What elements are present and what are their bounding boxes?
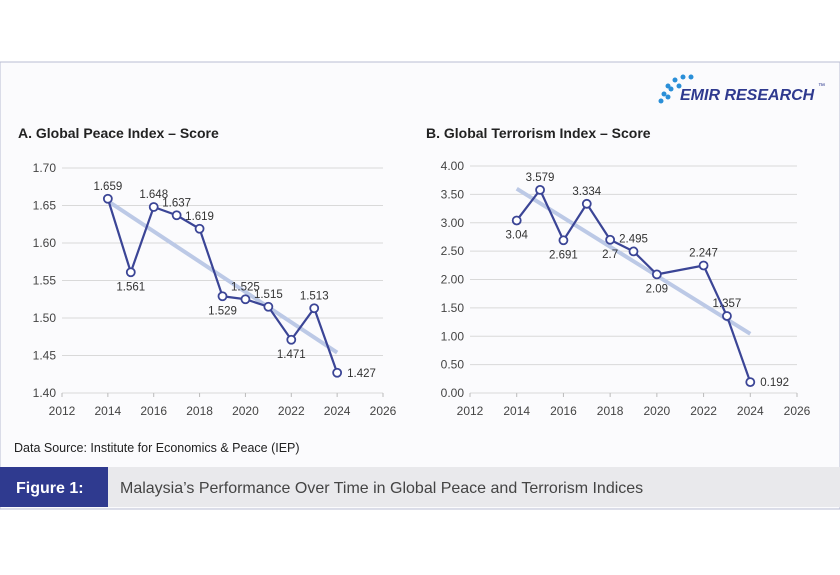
marker — [263, 301, 274, 312]
y-tick-label: 1.50 — [33, 311, 57, 325]
y-tick-label: 1.60 — [33, 236, 57, 250]
x-tick-label: 2014 — [503, 404, 530, 418]
y-tick-label: 4.00 — [441, 159, 465, 173]
data-label: 1.357 — [713, 298, 742, 310]
y-tick-label: 0.00 — [441, 386, 465, 400]
data-label: 1.515 — [254, 289, 283, 301]
data-label: 2.691 — [549, 249, 578, 261]
logo-mark: ™ — [818, 83, 825, 90]
marker — [651, 269, 662, 280]
x-tick-label: 2026 — [370, 404, 397, 418]
y-tick-label: 3.50 — [441, 187, 465, 201]
data-label: 3.579 — [526, 172, 555, 184]
marker — [558, 235, 569, 246]
data-label: 1.513 — [300, 290, 329, 302]
data-label: 1.561 — [116, 281, 145, 293]
x-tick-label: 2014 — [95, 404, 122, 418]
data-label: 2.247 — [689, 247, 718, 259]
marker — [309, 303, 320, 314]
data-label: 3.04 — [506, 229, 529, 241]
x-tick-label: 2020 — [232, 404, 259, 418]
y-tick-label: 1.40 — [33, 386, 57, 400]
y-tick-label: 2.50 — [441, 244, 465, 258]
x-tick-label: 2016 — [550, 404, 577, 418]
marker — [535, 184, 545, 195]
logo: EMIR RESEARCH — [680, 87, 815, 104]
marker — [240, 294, 251, 305]
x-tick-label: 2024 — [324, 404, 351, 418]
y-tick-label: 2.00 — [441, 273, 465, 287]
x-tick-label: 2018 — [597, 404, 624, 418]
marker — [194, 223, 205, 234]
data-label: 1.659 — [93, 181, 122, 193]
data-label: 1.471 — [277, 349, 306, 361]
x-tick-label: 2016 — [140, 404, 167, 418]
marker — [605, 234, 616, 245]
logo-icon — [658, 74, 694, 104]
marker — [581, 198, 592, 209]
x-tick-label: 2018 — [186, 404, 213, 418]
marker — [511, 215, 522, 226]
marker — [171, 210, 182, 221]
x-tick-label: 2020 — [644, 404, 671, 418]
caption: Malaysia’s Performance Over Time in Glob… — [120, 480, 643, 497]
data-label: 1.427 — [347, 368, 376, 380]
data-label: 2.09 — [646, 283, 668, 295]
x-tick-label: 2024 — [737, 404, 764, 418]
trendline — [515, 187, 752, 336]
data-label: 2.7 — [602, 249, 618, 261]
data-label: 1.529 — [208, 305, 237, 317]
y-tick-label: 1.70 — [33, 161, 57, 175]
x-tick-label: 2022 — [690, 404, 717, 418]
figure-label-box — [0, 467, 108, 507]
marker — [102, 193, 113, 204]
data-label: 1.637 — [162, 197, 191, 209]
marker — [332, 367, 343, 378]
source: Data Source: Institute for Economics & P… — [14, 441, 300, 455]
data-label: 0.192 — [760, 377, 789, 389]
y-tick-label: 1.50 — [441, 301, 465, 315]
y-tick-label: 1.45 — [33, 349, 57, 363]
data-label: 3.334 — [572, 186, 601, 198]
y-tick-label: 0.50 — [441, 358, 465, 372]
data-label: 1.525 — [231, 281, 260, 293]
marker — [286, 334, 297, 345]
chart-title: B. Global Terrorism Index – Score — [426, 125, 651, 141]
marker — [745, 377, 756, 388]
x-tick-label: 2022 — [278, 404, 305, 418]
y-tick-label: 1.00 — [441, 329, 465, 343]
x-tick-label: 2026 — [784, 404, 811, 418]
data-label: 1.648 — [139, 189, 168, 201]
data-label: 2.495 — [619, 233, 648, 245]
y-tick-label: 1.55 — [33, 274, 57, 288]
marker — [628, 246, 639, 257]
marker — [148, 202, 159, 212]
marker — [722, 311, 732, 321]
data-line — [515, 187, 752, 383]
figure-label: Figure 1: — [16, 480, 84, 497]
chart-title: A. Global Peace Index – Score — [18, 125, 219, 141]
marker — [698, 260, 709, 271]
y-tick-label: 1.65 — [33, 199, 57, 213]
data-label: 1.619 — [185, 211, 214, 223]
panel — [0, 61, 840, 510]
y-tick-label: 3.00 — [441, 216, 465, 230]
marker — [217, 291, 228, 302]
caption-box — [108, 467, 840, 507]
x-tick-label: 2012 — [457, 404, 484, 418]
marker — [125, 267, 136, 278]
x-tick-label: 2012 — [49, 404, 76, 418]
